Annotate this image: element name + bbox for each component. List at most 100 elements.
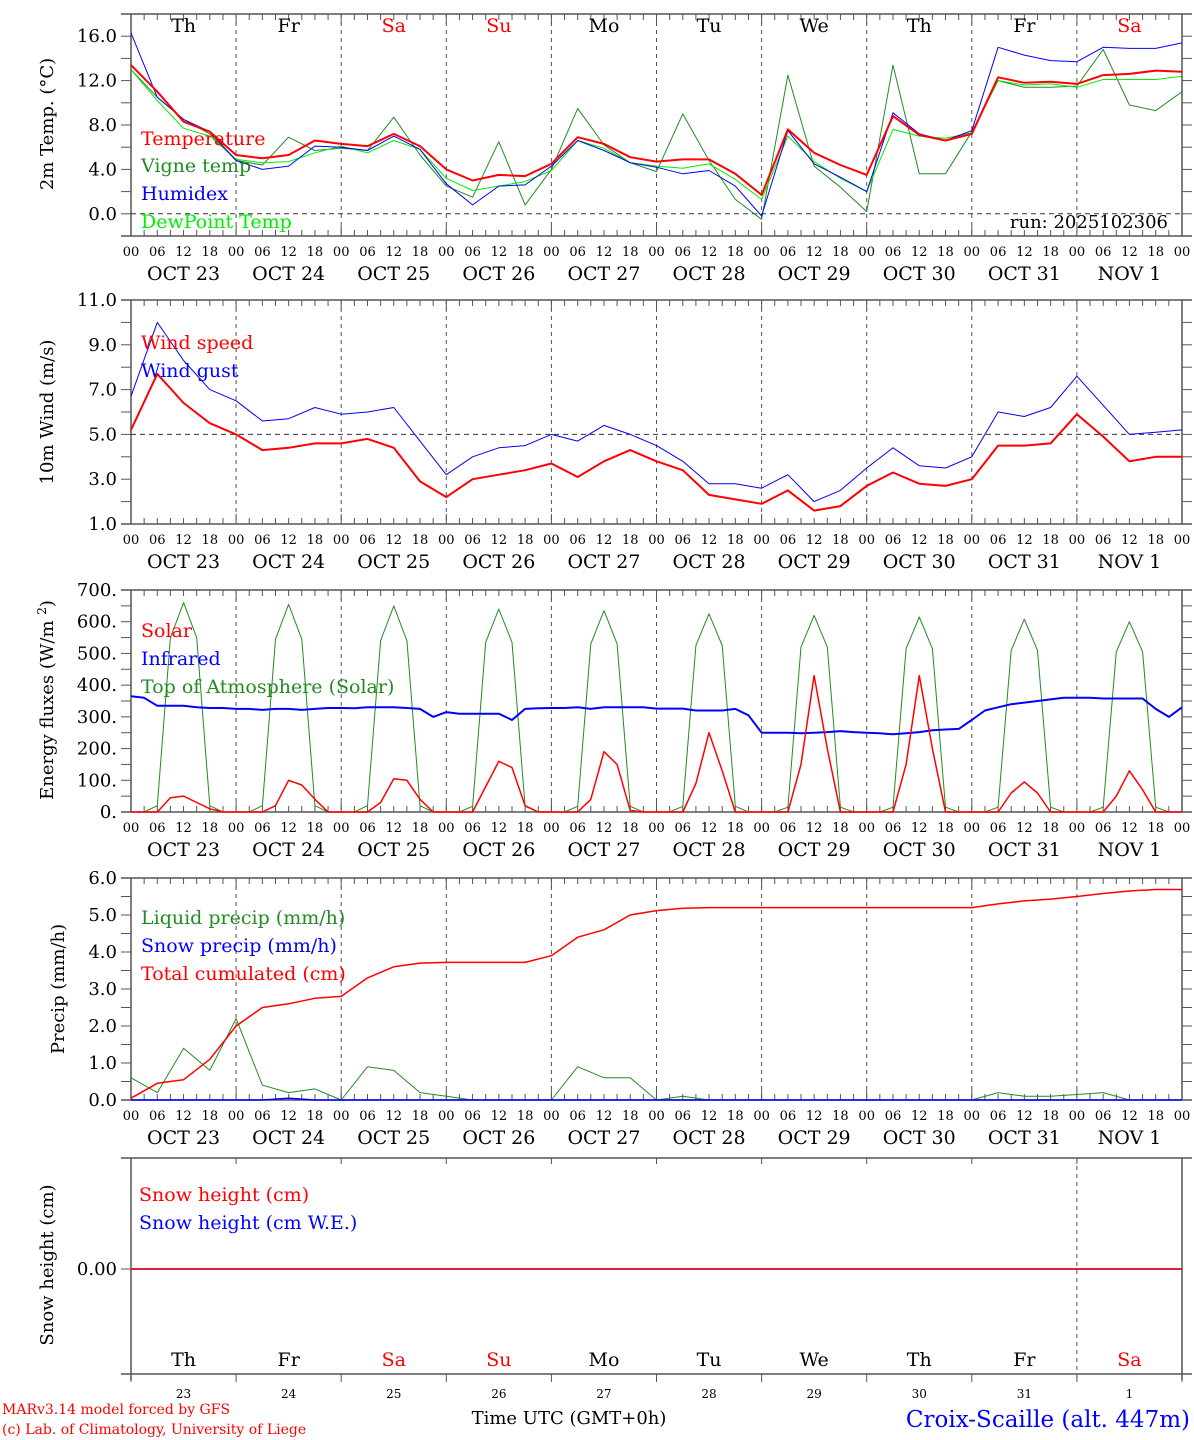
x-hour-label: 12 [806,821,823,836]
x-date-label: NOV 1 [1098,263,1162,285]
x-hour-label: 12 [806,1109,823,1124]
y-tick-label: 2.0 [88,1016,117,1037]
x-hour-label: 18 [1147,1109,1164,1124]
x-hour-label: 06 [675,821,692,836]
model-credit: MARv3.14 model forced by GFS [2,1402,230,1418]
x-date-label: OCT 29 [778,551,851,573]
day-number-label: 31 [1017,1387,1032,1401]
x-hour-label: 12 [175,533,192,548]
day-name-label: Fr [278,1349,301,1371]
x-hour-label: 00 [1069,245,1086,260]
y-tick-label: 0.0 [88,1090,117,1111]
x-date-label: OCT 31 [988,1127,1061,1149]
day-number-label: 24 [281,1387,297,1401]
y-tick-label: 3.0 [88,469,117,490]
x-hour-label: 00 [1174,533,1191,548]
x-hour-label: 18 [832,533,849,548]
x-date-label: OCT 25 [357,1127,430,1149]
x-date-label: NOV 1 [1098,839,1162,861]
x-hour-label: 12 [491,245,508,260]
y-tick-label: 8.0 [88,115,117,136]
x-hour-label: 06 [359,533,376,548]
x-hour-label: 00 [1069,1109,1086,1124]
x-date-label: OCT 27 [567,1127,640,1149]
day-name-label: Th [171,15,196,37]
x-hour-label: 06 [1095,821,1112,836]
x-hour-label: 12 [1016,821,1033,836]
y-tick-label: 4.0 [88,942,117,963]
x-date-label: OCT 29 [778,1127,851,1149]
x-hour-label: 12 [1121,821,1138,836]
x-hour-label: 18 [622,533,639,548]
x-hour-label: 18 [517,1109,534,1124]
run-label: run: 2025102306 [1010,212,1168,233]
x-hour-label: 12 [596,821,613,836]
x-hour-label: 00 [1174,1109,1191,1124]
x-date-label: OCT 30 [883,839,956,861]
x-hour-label: 18 [307,821,324,836]
day-name-label: Mo [588,15,619,37]
x-hour-label: 12 [701,245,718,260]
x-hour-label: 18 [832,245,849,260]
x-hour-label: 00 [964,1109,981,1124]
x-date-label: OCT 28 [673,1127,746,1149]
x-hour-label: 18 [1042,1109,1059,1124]
x-hour-label: 18 [937,533,954,548]
ylabel-temp: 2m Temp. (°C) [37,58,58,190]
x-hour-label: 06 [990,533,1007,548]
y-tick-label: 12.0 [77,71,117,92]
x-hour-label: 06 [464,821,481,836]
legend-wind-speed: Wind speed [141,332,253,354]
x-hour-label: 12 [701,821,718,836]
x-hour-label: 06 [254,533,271,548]
copyright: (c) Lab. of Climatology, University of L… [2,1422,306,1438]
x-hour-label: 18 [937,245,954,260]
x-hour-label: 00 [1174,245,1191,260]
x-hour-label: 12 [911,821,928,836]
y-tick-label: 700. [77,580,117,601]
y-tick-label: 0.0 [88,204,117,225]
ylabel-flux-text: Energy fluxes (W/m [37,620,58,799]
legend-snow: Snow height (cm) Snow height (cm W.E.) [139,1184,357,1234]
day-name-label: Fr [278,15,301,37]
x-date-label: OCT 23 [147,551,220,573]
x-date-label: OCT 26 [462,551,535,573]
x-hour-label: 18 [727,533,744,548]
x-hour-label: 18 [1042,245,1059,260]
legend-snow-height: Snow height (cm) [139,1184,309,1206]
x-date-label: OCT 24 [252,263,325,285]
day-name-label: Su [486,15,511,37]
x-hour-label: 00 [438,245,455,260]
x-hour-label: 18 [202,1109,219,1124]
x-hour-label: 12 [280,1109,297,1124]
time-axis-label: Time UTC (GMT+0h) [472,1408,667,1429]
x-hour-label: 00 [228,821,245,836]
x-date-label: OCT 23 [147,839,220,861]
x-hour-label: 06 [990,245,1007,260]
day-name-label: Th [171,1349,196,1371]
x-hour-label: 06 [254,245,271,260]
x-date-label: OCT 30 [883,551,956,573]
x-hour-label: 12 [806,245,823,260]
superscript: 2 [35,607,49,615]
x-hour-label: 12 [1016,245,1033,260]
x-hour-label: 00 [964,821,981,836]
x-hour-label: 00 [858,821,875,836]
x-hour-label: 18 [412,533,429,548]
x-hour-label: 06 [359,821,376,836]
x-hour-label: 18 [727,821,744,836]
x-hour-label: 00 [123,245,140,260]
x-hour-label: 18 [622,1109,639,1124]
x-hour-label: 18 [622,245,639,260]
day-number-label: 27 [596,1387,611,1401]
x-hour-label: 06 [1095,245,1112,260]
x-hour-label: 06 [359,1109,376,1124]
x-hour-label: 00 [228,533,245,548]
x-hour-label: 00 [228,1109,245,1124]
day-name-label: Th [907,1349,932,1371]
y-tick-label: 600. [77,612,117,633]
x-hour-label: 06 [1095,1109,1112,1124]
y-tick-label: 11.0 [77,290,117,311]
x-hour-label: 12 [1121,1109,1138,1124]
